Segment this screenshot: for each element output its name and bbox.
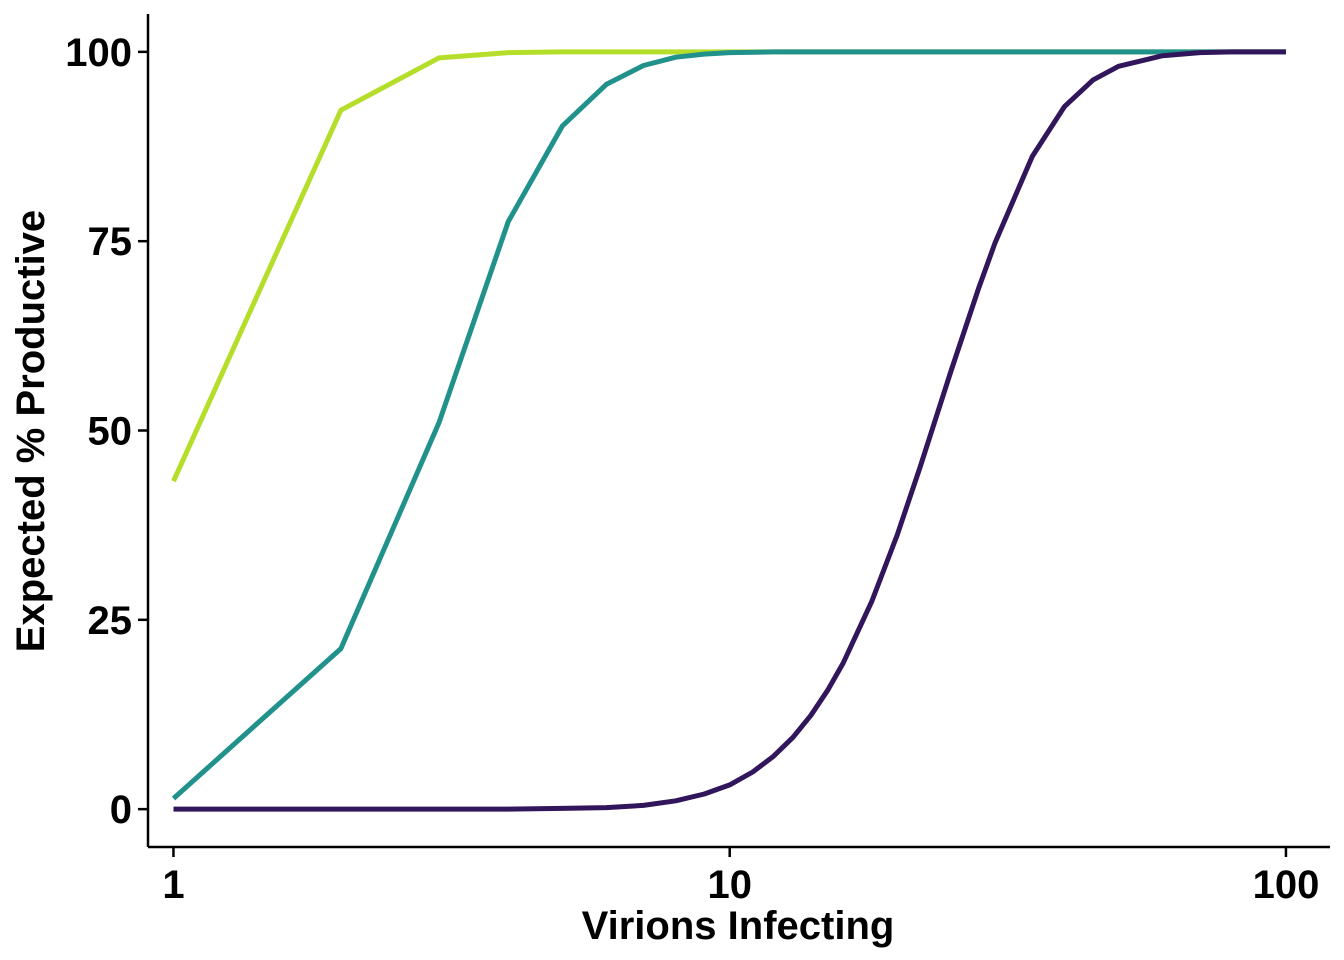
x-axis-ticks: 1 10 100 [162, 847, 1319, 907]
x-tick-label: 10 [707, 863, 752, 907]
y-tick-label: 0 [110, 788, 132, 832]
series-line-2 [171, 49, 1286, 801]
series-line-3 [173, 49, 1286, 812]
x-tick-label: 1 [162, 863, 184, 907]
x-axis-title: Virions Infecting [582, 904, 895, 948]
y-tick-label: 25 [88, 599, 133, 643]
series-layer [171, 49, 1286, 812]
y-tick-label: 75 [88, 220, 133, 264]
y-tick-label: 50 [88, 410, 133, 454]
series-line-1 [171, 49, 1286, 483]
y-axis-ticks: 0 25 50 75 100 [65, 31, 148, 832]
y-axis-title: Expected % Productive [9, 210, 53, 652]
y-tick-label: 100 [65, 31, 132, 75]
x-tick-label: 100 [1253, 863, 1320, 907]
